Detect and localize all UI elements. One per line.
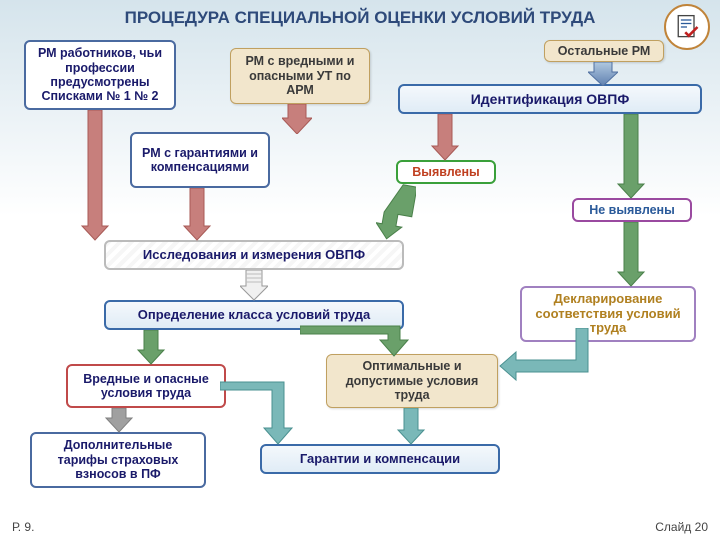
- arrow-notdetected-down: [616, 222, 646, 288]
- box-research: Исследования и измерения ОВПФ: [104, 240, 404, 270]
- box-detected: Выявлены: [396, 160, 496, 184]
- page-title: ПРОЦЕДУРА СПЕЦИАЛЬНОЙ ОЦЕНКИ УСЛОВИЙ ТРУ…: [0, 8, 720, 28]
- box-ident-ovpf: Идентификация ОВПФ: [398, 84, 702, 114]
- arrow-ident-down-left: [430, 114, 460, 162]
- arrow-optimal-to-guarantees: [396, 408, 426, 446]
- arrow-research-down: [240, 270, 268, 302]
- box-not-detected: Не выявлены: [572, 198, 692, 222]
- box-rm-harmful: РМ с вредными и опасными УТ по АРМ: [230, 48, 370, 104]
- document-check-icon: [664, 4, 710, 50]
- footer-left: Р. 9.: [12, 520, 34, 534]
- box-optimal-conditions: Оптимальные и допустимые условия труда: [326, 354, 498, 408]
- box-rm-workers: РМ работников, чьи профессии предусмотре…: [24, 40, 176, 110]
- box-harmful-conditions: Вредные и опасные условия труда: [66, 364, 226, 408]
- arrow-rest-to-ident: [588, 62, 618, 86]
- box-guarantees-comp: Гарантии и компенсации: [260, 444, 500, 474]
- box-rest-rm: Остальные РМ: [544, 40, 664, 62]
- arrow-harmful-to-tariffs: [104, 408, 134, 434]
- arrow-optimal-to-declaration: [498, 328, 598, 398]
- arrow-guarantees-down: [182, 188, 212, 242]
- arrow-class-to-optimal: [300, 322, 420, 362]
- arrow-workers-down: [80, 110, 110, 242]
- box-rm-guarantees: РМ с гарантиями и компенсациями: [130, 132, 270, 188]
- footer-right: Слайд 20: [655, 520, 708, 534]
- arrow-ident-down-right: [616, 114, 646, 200]
- arrow-class-to-harmful: [136, 330, 166, 366]
- arrow-harmful-to-guarantees: [220, 378, 310, 448]
- arrow-detected-down: [376, 184, 416, 242]
- arrow-harmful-down: [282, 104, 312, 134]
- box-additional-tariffs: Дополнительные тарифы страховых взносов …: [30, 432, 206, 488]
